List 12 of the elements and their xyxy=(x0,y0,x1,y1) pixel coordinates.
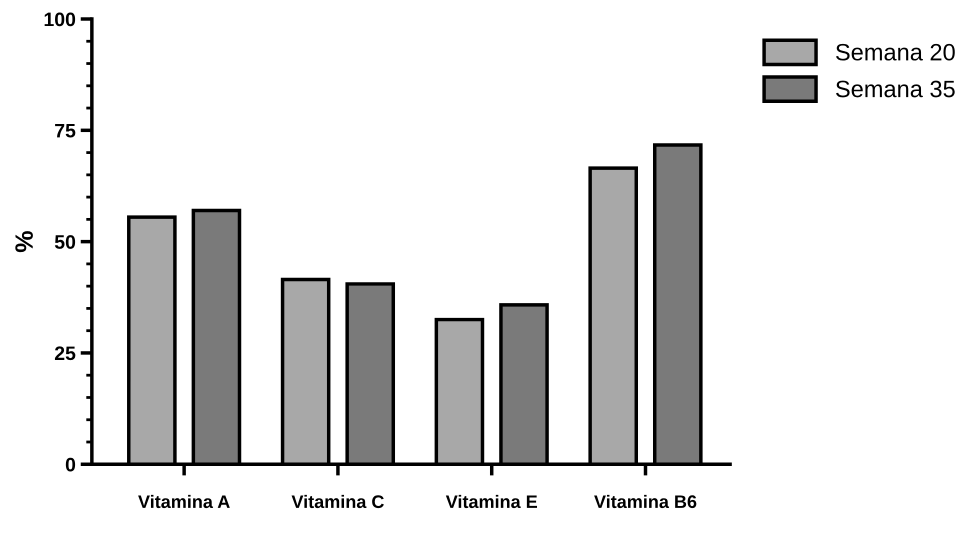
x-tick-label: Vitamina C xyxy=(292,494,384,508)
y-tick-label: 75 xyxy=(55,124,76,138)
x-tick-label: Vitamina A xyxy=(138,494,230,508)
legend-label: Semana 35 xyxy=(836,80,955,98)
x-tick-label: Vitamina E xyxy=(446,494,538,508)
legend-label: Semana 20 xyxy=(836,44,955,61)
y-tick-label: 0 xyxy=(66,458,76,472)
y-tick-label: 50 xyxy=(54,235,76,249)
x-tick-label: Vitamina B6 xyxy=(594,494,696,508)
y-tick-label: 25 xyxy=(54,346,76,360)
y-tick-label: 100 xyxy=(44,12,76,26)
y-axis-title: % xyxy=(15,231,33,252)
